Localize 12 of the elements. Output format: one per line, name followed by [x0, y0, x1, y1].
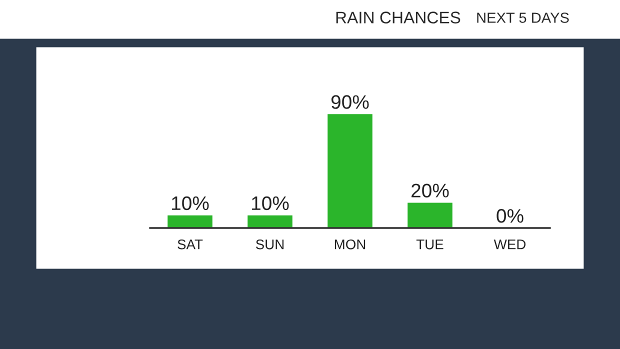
- chart-title: RAIN CHANCES: [336, 12, 460, 24]
- x-tick-label: TUE: [416, 240, 444, 250]
- data-label: 90%: [331, 95, 369, 109]
- chart-subtitle: NEXT 5 DAYS: [477, 12, 569, 23]
- data-label: 10%: [252, 196, 289, 210]
- x-tick-label: MON: [334, 239, 366, 250]
- x-tick-label: SAT: [178, 239, 203, 250]
- x-tick-label: SUN: [256, 239, 284, 250]
- x-tick-label: WED: [494, 240, 526, 250]
- data-label: 10%: [172, 196, 209, 210]
- data-label: 20%: [412, 184, 449, 198]
- data-label: 0%: [496, 209, 524, 223]
